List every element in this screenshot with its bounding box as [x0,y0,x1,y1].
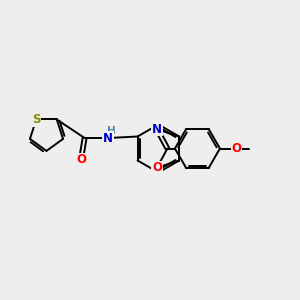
Text: O: O [152,161,162,174]
Text: N: N [152,123,162,136]
Text: S: S [32,113,41,126]
Text: O: O [76,153,86,166]
Text: O: O [231,142,242,155]
Text: N: N [103,131,113,145]
Text: H: H [106,125,116,136]
